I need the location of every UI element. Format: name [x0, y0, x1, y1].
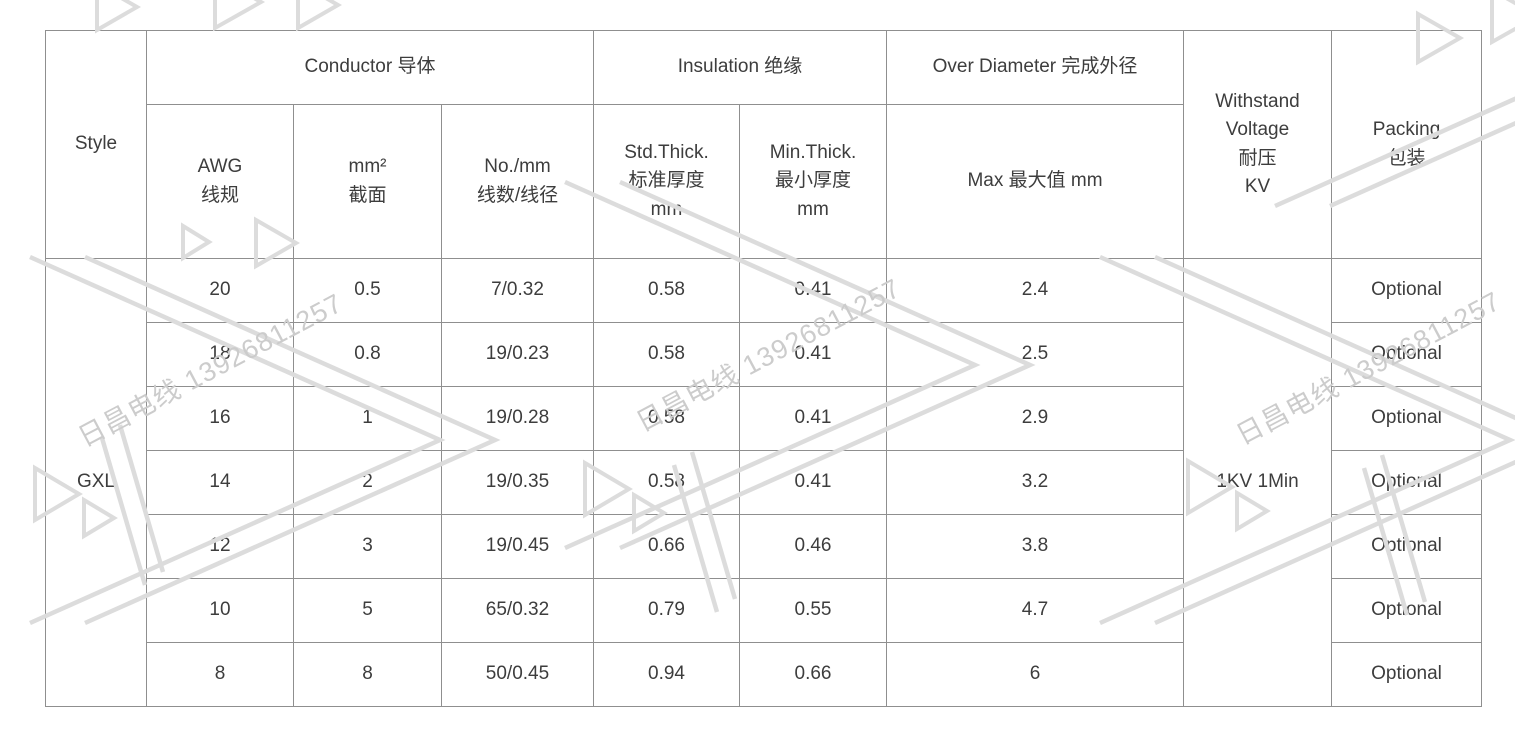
withstand-header-line: KV	[1244, 176, 1271, 197]
cell-std-thick: 0.79	[593, 578, 740, 643]
no-mm-header-line: No./mm	[484, 156, 551, 177]
mm2-header-line: mm²	[348, 156, 387, 177]
cell-packing: Optional	[1331, 450, 1482, 515]
header-row-groups: Style Conductor 导体 Insulation 绝缘 Over Di…	[45, 30, 1482, 259]
cell-min-thick: 0.41	[739, 450, 887, 515]
cell-min-thick: 0.66	[739, 642, 887, 707]
cell-packing: Optional	[1331, 386, 1482, 451]
cell-no-mm: 19/0.23	[441, 322, 594, 387]
withstand-header-line: 耐压	[1238, 147, 1277, 169]
cell-no-mm: 50/0.45	[441, 642, 594, 707]
withstand-header-cell: Withstand Voltage 耐压 KV	[1183, 30, 1332, 259]
cell-max: 3.8	[886, 514, 1184, 579]
std-thick-header-line: 标准厚度	[628, 170, 705, 192]
cell-std-thick: 0.58	[593, 322, 740, 387]
min-thick-header-line: mm	[797, 198, 829, 220]
mm2-header-cell: mm² 截面	[293, 104, 442, 259]
awg-header-line: 线规	[200, 184, 239, 206]
cell-no-mm: 19/0.28	[441, 386, 594, 451]
style-value-cell: GXL	[45, 258, 147, 707]
cell-min-thick: 0.55	[739, 578, 887, 643]
cell-std-thick: 0.94	[593, 642, 740, 707]
cell-awg: 14	[146, 450, 294, 515]
cell-no-mm: 7/0.32	[441, 258, 594, 323]
cell-std-thick: 0.58	[593, 386, 740, 451]
cell-awg: 16	[146, 386, 294, 451]
cell-packing: Optional	[1331, 322, 1482, 387]
cell-awg: 12	[146, 514, 294, 579]
insulation-group-header: Insulation 绝缘	[593, 30, 887, 105]
mm2-header-line: 截面	[348, 184, 387, 206]
awg-header-cell: AWG 线规	[146, 104, 294, 259]
cell-std-thick: 0.58	[593, 258, 740, 323]
over-diameter-group-header: Over Diameter 完成外径	[886, 30, 1184, 105]
cell-awg: 8	[146, 642, 294, 707]
cell-max: 6	[886, 642, 1184, 707]
cell-max: 3.2	[886, 450, 1184, 515]
awg-header-line: AWG	[197, 156, 243, 177]
cell-max: 2.4	[886, 258, 1184, 323]
spec-table: Style Conductor 导体 Insulation 绝缘 Over Di…	[45, 30, 1482, 707]
packing-header-line: 包装	[1387, 147, 1426, 169]
cell-std-thick: 0.58	[593, 450, 740, 515]
cell-min-thick: 0.41	[739, 258, 887, 323]
no-mm-header-line: 线数/线径	[476, 184, 559, 206]
cell-mm2: 5	[293, 578, 442, 643]
cell-no-mm: 19/0.45	[441, 514, 594, 579]
cell-mm2: 2	[293, 450, 442, 515]
cell-min-thick: 0.41	[739, 386, 887, 451]
withstand-header-line: Voltage	[1225, 119, 1290, 140]
min-thick-header-line: Min.Thick.	[769, 141, 857, 163]
cell-no-mm: 19/0.35	[441, 450, 594, 515]
withstand-header-line: Withstand	[1215, 90, 1300, 112]
cell-max: 2.5	[886, 322, 1184, 387]
cell-mm2: 0.5	[293, 258, 442, 323]
cell-mm2: 0.8	[293, 322, 442, 387]
cell-packing: Optional	[1331, 258, 1482, 323]
cell-awg: 10	[146, 578, 294, 643]
cell-packing: Optional	[1331, 578, 1482, 643]
cell-packing: Optional	[1331, 514, 1482, 579]
packing-header-cell: Packing 包装	[1331, 30, 1482, 259]
std-thick-header-cell: Std.Thick. 标准厚度 mm	[593, 104, 740, 259]
no-mm-header-cell: No./mm 线数/线径	[441, 104, 594, 259]
min-thick-header-line: 最小厚度	[774, 170, 851, 192]
conductor-group-header: Conductor 导体	[146, 30, 594, 105]
cell-packing: Optional	[1331, 642, 1482, 707]
cell-no-mm: 65/0.32	[441, 578, 594, 643]
std-thick-header-line: Std.Thick.	[624, 141, 709, 163]
min-thick-header-cell: Min.Thick. 最小厚度 mm	[739, 104, 887, 259]
cell-awg: 20	[146, 258, 294, 323]
table-row: 8 8 50/0.45 0.94 0.66 6 Optional	[46, 642, 1482, 707]
cell-max: 4.7	[886, 578, 1184, 643]
withstand-value-cell: 1KV 1Min	[1183, 258, 1332, 707]
cell-awg: 18	[146, 322, 294, 387]
cell-std-thick: 0.66	[593, 514, 740, 579]
style-header-cell: Style	[45, 30, 147, 259]
cell-max: 2.9	[886, 386, 1184, 451]
packing-header-line: Packing	[1372, 119, 1441, 140]
cell-min-thick: 0.41	[739, 322, 887, 387]
cell-mm2: 8	[293, 642, 442, 707]
cell-mm2: 3	[293, 514, 442, 579]
table-row: GXL 20 0.5 7/0.32 0.58 0.41 2.4 1KV 1Min…	[45, 258, 1482, 707]
cell-mm2: 1	[293, 386, 442, 451]
max-header-cell: Max 最大值 mm	[886, 104, 1184, 259]
std-thick-header-line: mm	[650, 198, 683, 220]
cell-min-thick: 0.46	[739, 514, 887, 579]
